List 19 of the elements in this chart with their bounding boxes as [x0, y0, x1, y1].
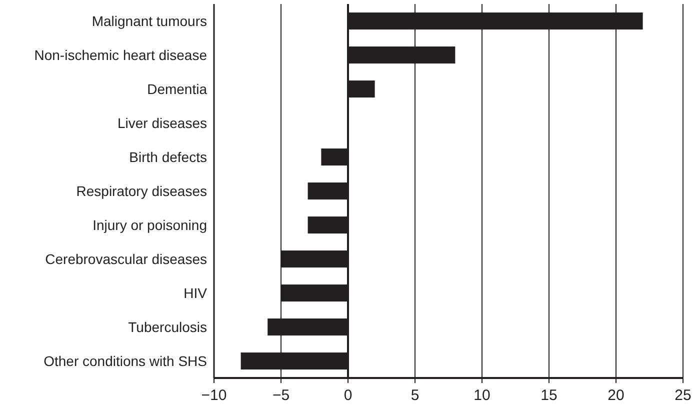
x-tick-label: 10 [474, 387, 490, 404]
x-tick-label: 25 [674, 387, 692, 404]
x-tick-label: −10 [201, 387, 227, 404]
y-tick-label: Cerebrovascular diseases [45, 250, 207, 267]
y-tick-label: Respiratory diseases [76, 182, 207, 199]
x-tick-label: −5 [272, 387, 290, 404]
y-tick-label: Injury or poisoning [92, 216, 207, 233]
y-tick-label: HIV [184, 284, 208, 301]
y-tick-label: Malignant tumours [92, 12, 207, 29]
y-tick-label: Dementia [147, 80, 208, 97]
y-tick-label: Other conditions with SHS [44, 352, 207, 369]
x-tick-label: 5 [410, 387, 420, 404]
y-tick-label: Tuberculosis [128, 318, 207, 335]
y-tick-label: Non-ischemic heart disease [34, 46, 208, 63]
x-tick-label: 20 [608, 387, 624, 404]
x-tick-label: 0 [344, 387, 352, 404]
x-tick-label: 15 [540, 387, 558, 404]
y-tick-label: Birth defects [129, 148, 207, 165]
y-tick-label: Liver diseases [118, 114, 207, 131]
